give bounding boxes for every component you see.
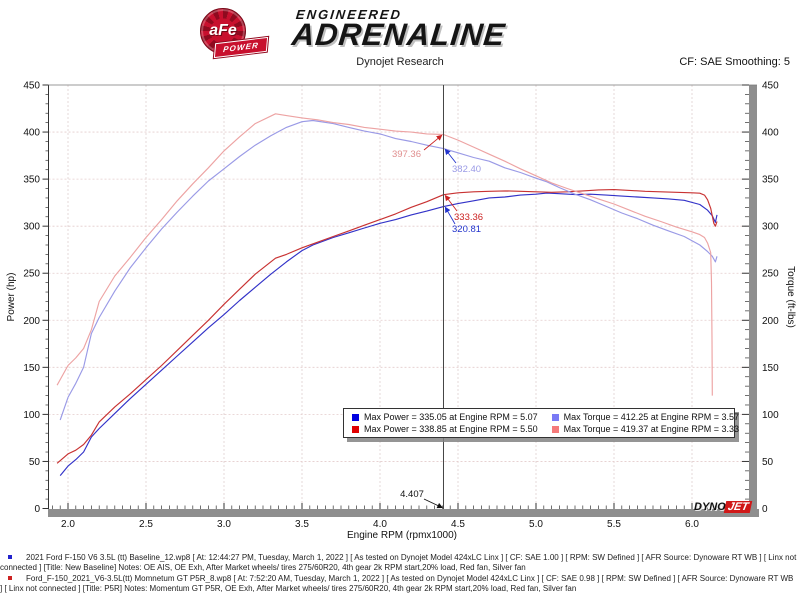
x-tick-label: 3.0: [217, 519, 231, 530]
legend-label: Max Power = 335.05 at Engine RPM = 5.07: [364, 412, 538, 422]
legend-swatch-red: [352, 425, 359, 433]
x-tick-label: 3.5: [295, 519, 309, 530]
x-tick-label: 4.5: [451, 519, 465, 530]
run-text: Ford_F-150_2021_V6-3.5L(tt) Momnetum GT …: [0, 574, 794, 593]
afe-logo-text: aFe: [209, 22, 237, 39]
legend-item-max-power-afe: Max Power = 338.85 at Engine RPM = 5.50: [352, 423, 538, 435]
legend-swatch-light-blue: [551, 413, 559, 421]
x-axis-title: Engine RPM (rpmx1000): [347, 530, 457, 541]
right-axis-title: Torque (ft-lbs): [785, 266, 796, 328]
legend-label: Max Torque = 419.37 at Engine RPM = 3.33: [563, 424, 740, 434]
x-axis-band: [48, 509, 759, 517]
torque-axis-label: 350: [762, 175, 779, 186]
cursor-value-arrow: [423, 134, 443, 151]
x-tick-label: 6.0: [685, 519, 699, 530]
left-axis-title: Power (hp): [6, 273, 17, 322]
legend-item-max-torque-afe: Max Torque = 419.37 at Engine RPM = 3.33: [551, 423, 740, 435]
legend-label: Max Power = 338.85 at Engine RPM = 5.50: [364, 424, 538, 434]
power-axis-label: 300: [23, 222, 40, 233]
cursor-arrow: [423, 498, 444, 509]
cursor-value-torque-afe: 397.36: [392, 149, 421, 160]
run-info-baseline: 2021 Ford F-150 V6 3.5L (tt) Baseline_12…: [0, 553, 797, 572]
power-axis-label: 450: [23, 81, 40, 92]
run-text: 2021 Ford F-150 V6 3.5L (tt) Baseline_12…: [0, 553, 797, 572]
power-axis-label: 400: [23, 128, 40, 139]
torque-axis-label: 100: [762, 410, 779, 421]
x-tick-label: 2.0: [61, 519, 75, 530]
chart-title: Dynojet Research: [356, 56, 444, 68]
x-tick-label: 5.0: [529, 519, 543, 530]
torque-axis-label: 300: [762, 222, 779, 233]
torque-axis-label: 50: [762, 457, 774, 468]
dynojet-logo-dyno: DYNO: [694, 501, 726, 513]
power-axis-label: 250: [23, 269, 40, 280]
legend-swatch-light-red: [551, 425, 559, 433]
power-axis-label: 50: [29, 457, 41, 468]
torque-axis-label: 250: [762, 269, 779, 280]
torque-axis-label: 0: [762, 504, 768, 515]
curve-torque-afe: [56, 113, 713, 396]
cursor-value-torque-baseline: 382.40: [452, 164, 481, 175]
chart-legend: Max Power = 335.05 at Engine RPM = 5.07 …: [343, 408, 739, 438]
right-axis-band: [749, 85, 757, 517]
curve-torque-baseline: [59, 119, 718, 421]
run-info-footer: 2021 Ford F-150 V6 3.5L (tt) Baseline_12…: [0, 553, 797, 595]
cursor-value-arrow: [444, 194, 458, 212]
legend-label: Max Torque = 412.25 at Engine RPM = 3.57: [563, 412, 740, 422]
brand-header: aFe POWER ENGINEERED ADRENALINE: [0, 0, 800, 59]
cursor-value-arrow: [444, 148, 457, 164]
torque-axis-label: 150: [762, 363, 779, 374]
cursor-value-power-baseline: 320.81: [452, 224, 481, 235]
x-tick-label: 2.5: [139, 519, 153, 530]
legend-item-max-power-baseline: Max Power = 335.05 at Engine RPM = 5.07: [352, 411, 538, 423]
torque-axis-label: 200: [762, 316, 779, 327]
cursor-value-arrow: [444, 206, 456, 225]
curve-power-afe: [56, 189, 718, 464]
torque-axis-label: 450: [762, 81, 779, 92]
cursor-rpm-label: 4.407: [400, 489, 424, 500]
power-axis-label: 100: [23, 410, 40, 421]
smoothing-setting: CF: SAE Smoothing: 5: [679, 56, 790, 68]
cursor-value-power-afe: 333.36: [454, 212, 483, 223]
dynojet-logo-jet: JET: [723, 501, 753, 513]
torque-axis-label: 400: [762, 128, 779, 139]
curve-power-baseline: [59, 192, 718, 476]
power-axis-label: 350: [23, 175, 40, 186]
x-tick-label: 4.0: [373, 519, 387, 530]
legend-swatch-blue: [352, 413, 359, 421]
run-info-afe: Ford_F-150_2021_V6-3.5L(tt) Momnetum GT …: [0, 574, 797, 593]
power-axis-label: 150: [23, 363, 40, 374]
x-tick-label: 5.5: [607, 519, 621, 530]
power-axis-label: 0: [34, 504, 40, 515]
power-axis-label: 200: [23, 316, 40, 327]
legend-item-max-torque-baseline: Max Torque = 412.25 at Engine RPM = 3.57: [551, 411, 740, 423]
dynojet-logo: DYNO JET: [694, 501, 753, 513]
run-bullet-red: [8, 576, 12, 580]
run-bullet-blue: [8, 555, 12, 559]
